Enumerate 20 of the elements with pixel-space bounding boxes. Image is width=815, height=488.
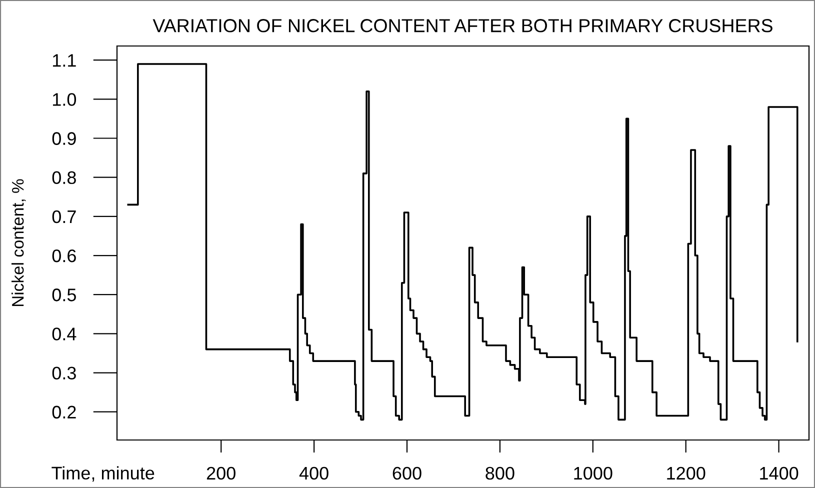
y-tick-label: 0.8 <box>52 171 76 184</box>
x-tick-label: 1000 <box>574 466 612 480</box>
x-tick-label: 200 <box>206 466 236 480</box>
y-tick-label: 0.9 <box>52 132 76 145</box>
x-tick-label: 600 <box>392 466 422 480</box>
x-axis-title: Time, minute <box>52 466 154 482</box>
y-tick-label: 0.2 <box>52 406 76 419</box>
x-tick-label: 1400 <box>760 466 798 480</box>
y-tick-label: 0.7 <box>52 210 76 224</box>
x-tick-label: 1200 <box>667 466 706 480</box>
y-tick-label: 0.4 <box>52 328 76 340</box>
y-tick-label: 0.3 <box>52 366 76 380</box>
y-tick-label: 1.1 <box>53 54 76 67</box>
chart-title: VARIATION OF NICKEL CONTENT AFTER BOTH PRIMARY CRUSHERS <box>152 19 772 32</box>
y-tick-label: 1.0 <box>53 93 76 106</box>
y-tick-label: 0.6 <box>52 249 76 262</box>
y-tick-label: 0.5 <box>52 288 76 302</box>
y-axis-title: Nickel content, % <box>12 179 26 306</box>
x-tick-label: 400 <box>299 466 328 480</box>
x-tick-label: 800 <box>486 466 514 480</box>
